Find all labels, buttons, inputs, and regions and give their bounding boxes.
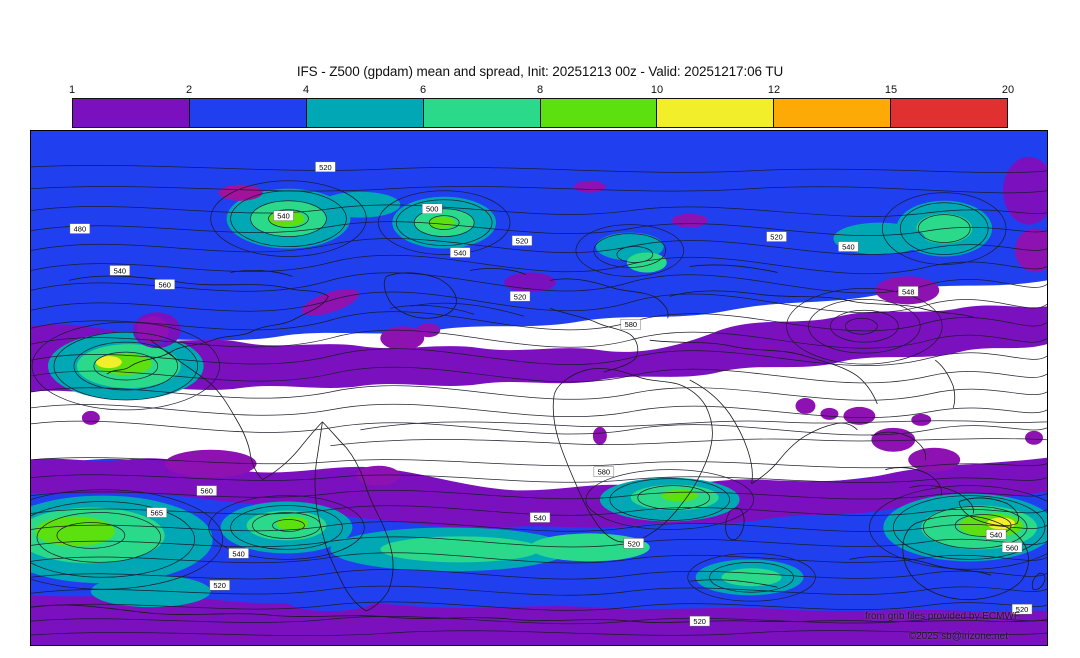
contour-label-box <box>511 235 533 246</box>
contour-label-box <box>1001 542 1023 553</box>
contour-label: 540 <box>277 212 289 221</box>
contour-label: 540 <box>114 266 126 275</box>
colorbar-band-15-20 <box>891 99 1007 127</box>
colorbar-band-8-10 <box>540 99 658 127</box>
contour-label-box <box>109 265 131 276</box>
spread-shading-north <box>31 131 1047 445</box>
contour-label-box <box>449 247 471 258</box>
contour-label-box <box>620 319 641 330</box>
contour-label-box <box>529 512 551 523</box>
contour-label: 540 <box>990 530 1002 539</box>
colorbar-band-1-2 <box>73 99 190 127</box>
contour-label: 520 <box>770 233 782 242</box>
contour-label-box <box>689 615 710 627</box>
contour-label: 520 <box>319 163 331 172</box>
height-contours <box>31 164 1047 636</box>
colorbar-band-10-12 <box>657 99 775 127</box>
colorbar-tick-10: 10 <box>650 84 664 96</box>
contour-label-box <box>209 580 230 591</box>
contour-label-box <box>509 291 531 302</box>
contour-label: 560 <box>1006 543 1018 552</box>
map-panel[interactable]: 520 540 500 480 540 520 540 560 520 540 548 520 580 5… <box>30 130 1048 646</box>
colorbar-band-4-6 <box>306 99 424 127</box>
contour-label-box <box>422 203 443 214</box>
contour-label: 520 <box>1016 605 1028 614</box>
contour-label: 540 <box>232 549 244 558</box>
contour-label: 520 <box>516 237 528 246</box>
contour-label-box <box>69 223 91 234</box>
colorbar-tick-2: 2 <box>185 84 193 96</box>
contour-label-box <box>593 466 615 477</box>
contour-label: 580 <box>625 320 637 329</box>
contour-label: 520 <box>514 292 526 301</box>
contour-label-group: 520 540 500 480 540 520 540 560 520 540 548 520 580 5… <box>69 161 1033 627</box>
contour-label: 520 <box>693 617 705 626</box>
colorbar-tick-6: 6 <box>419 84 427 96</box>
contour-label-box <box>985 529 1007 540</box>
contour-label-box <box>1011 603 1033 615</box>
contour-label: 540 <box>842 243 854 252</box>
contour-label-box <box>228 548 249 559</box>
contour-label: 520 <box>213 581 225 590</box>
contour-label-box <box>766 231 787 242</box>
colorbar-tick-labels: 1 2 4 6 8 10 12 15 20 <box>68 84 1014 98</box>
contour-label-box <box>315 161 336 173</box>
contour-label-box <box>273 210 294 221</box>
data-source-credit: from grib files provided by ECMWF <box>864 611 1020 622</box>
colorbar-band-2-4 <box>189 99 307 127</box>
contour-label: 520 <box>628 539 640 548</box>
contour-label-box <box>838 241 859 252</box>
contour-label: 560 <box>158 280 170 289</box>
contour-label: 540 <box>454 249 466 258</box>
contour-label-box <box>154 279 175 290</box>
colorbar-band-12-15 <box>774 99 892 127</box>
colorbar-tick-15: 15 <box>884 84 898 96</box>
colorbar-tick-1: 1 <box>68 84 76 96</box>
contour-label-box <box>146 507 167 518</box>
colorbar-bands <box>72 98 1008 128</box>
contour-label-box <box>898 286 919 297</box>
colorbar-band-6-8 <box>423 99 541 127</box>
contour-label: 540 <box>534 513 546 522</box>
colorbar-tick-4: 4 <box>302 84 310 96</box>
colorbar-tick-12: 12 <box>767 84 781 96</box>
page-title: IFS - Z500 (gpdam) mean and spread, Init… <box>296 64 784 79</box>
colorbar-tick-8: 8 <box>536 84 544 96</box>
colorbar <box>72 98 1008 128</box>
contour-label: 565 <box>151 509 163 518</box>
contour-label-box <box>623 538 644 549</box>
contour-label: 548 <box>902 287 914 296</box>
contour-label: 560 <box>200 487 212 496</box>
contour-label-box <box>196 485 217 496</box>
contour-label: 500 <box>426 205 438 214</box>
copyright-credit: ©2025 sb@irizone.net <box>908 631 1008 642</box>
contour-label: 580 <box>598 468 610 477</box>
colorbar-tick-20: 20 <box>1001 84 1015 96</box>
contour-label: 480 <box>74 225 86 234</box>
map-canvas: 520 540 500 480 540 520 540 560 520 540 548 520 580 5… <box>31 131 1047 645</box>
